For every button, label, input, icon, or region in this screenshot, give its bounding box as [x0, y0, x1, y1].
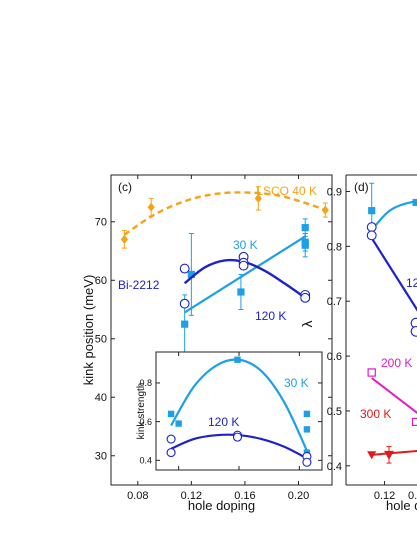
- data-point: [179, 263, 190, 274]
- data-point: [175, 420, 182, 427]
- data-point: [120, 234, 128, 244]
- y-tick-label: 0.7: [327, 296, 342, 308]
- data-point: [411, 417, 417, 427]
- data-point: [303, 410, 311, 418]
- data-point: [300, 292, 311, 303]
- annotation-30k: 30 K: [233, 238, 258, 252]
- inset-annotation-30k: 30 K: [284, 376, 309, 390]
- annotation-bi2212: Bi-2212: [118, 278, 160, 292]
- data-point: [238, 260, 249, 271]
- y-tick-label: 50: [95, 334, 107, 346]
- annotation-120k: 120 K: [255, 309, 286, 323]
- x-axis-label: hole d: [386, 498, 417, 513]
- annotation-300k: 300 K: [360, 407, 391, 421]
- data-point: [167, 410, 175, 418]
- annotation-200k: 200 K: [381, 356, 412, 370]
- x-tick-label: 0.12: [374, 490, 395, 502]
- data-point: [301, 224, 309, 232]
- series-30-k: [181, 218, 309, 354]
- y-tick-label: 60: [95, 275, 107, 287]
- y-tick-label: 0.6: [139, 417, 152, 427]
- chart-panel-kink-position: 0.08 0.12 0.16 0.20 30 40 50 60 70 (c) LSCO 40 K 30…: [81, 174, 333, 513]
- y-tick-label: 0.8: [327, 241, 342, 253]
- fit-curve: [184, 235, 306, 314]
- panel-label: (c): [118, 180, 132, 194]
- series-120-k: [166, 430, 312, 467]
- data-point: [187, 270, 195, 279]
- series-120-k: [179, 251, 311, 309]
- annotation-lsco: LSCO 40 K: [256, 184, 317, 198]
- data-point: [254, 193, 262, 203]
- axes-frame: [110, 174, 333, 486]
- series-lsco-40-k: [120, 186, 329, 249]
- data-point: [321, 205, 329, 215]
- y-tick-label: 0.4: [327, 461, 342, 473]
- y-axis-label: kink position (meV): [81, 275, 96, 386]
- x-tick-label: 0.20: [288, 490, 309, 502]
- y-tick-label: 30: [95, 451, 107, 463]
- x-tick-label: 0.16: [234, 490, 255, 502]
- panel-d-plot-area: [366, 182, 417, 464]
- inset-y-axis-label: kink strength: [136, 383, 147, 440]
- x-tick-label: 0.12: [181, 490, 202, 502]
- data-point: [302, 457, 312, 467]
- data-point: [181, 320, 189, 328]
- data-point: [234, 356, 241, 363]
- data-point: [232, 432, 243, 442]
- y-tick-label: 0.5: [327, 406, 342, 418]
- annotation-120k-cropped: 12: [406, 276, 417, 290]
- x-tick-label: 0.08: [127, 490, 148, 502]
- x-axis-label: hole doping: [188, 498, 255, 513]
- y-tick-label: 0.4: [139, 455, 152, 465]
- y-tick-label: 0.9: [327, 186, 342, 198]
- fit-curve-30k: [370, 200, 417, 231]
- panel-label: (d): [354, 180, 369, 194]
- y-tick-label: 40: [95, 392, 107, 404]
- inset-annotation-120k: 120 K: [208, 415, 239, 429]
- y-axis-label: λ: [299, 321, 315, 328]
- y-tick-label: 0.6: [327, 351, 342, 363]
- x-tick-label-cropped: 0.: [408, 490, 417, 502]
- data-point: [367, 451, 377, 460]
- y-tick-label: 0.8: [139, 378, 152, 388]
- fit-curve: [123, 191, 326, 236]
- data-point: [166, 448, 176, 458]
- data-point: [368, 207, 376, 215]
- data-point: [301, 241, 309, 249]
- data-point: [366, 222, 377, 233]
- fit-line-120k: [370, 237, 417, 312]
- chart-panel-lambda: 0.4 0.5 0.6 0.7 0.8 0.9 0.12 (d) 12 200 K 300 K 0.h…: [299, 174, 417, 513]
- fit-line-200k: [371, 377, 417, 415]
- y-tick-label: 70: [95, 217, 107, 229]
- data-point: [147, 202, 155, 212]
- data-point: [366, 230, 377, 241]
- fit-line-300k: [371, 449, 417, 456]
- data-point: [367, 368, 376, 377]
- inset-background: [156, 352, 322, 470]
- data-point: [303, 426, 311, 433]
- data-point: [179, 298, 190, 309]
- data-point: [237, 288, 245, 296]
- data-point: [410, 326, 417, 337]
- data-point: [412, 198, 417, 206]
- data-point: [166, 434, 176, 444]
